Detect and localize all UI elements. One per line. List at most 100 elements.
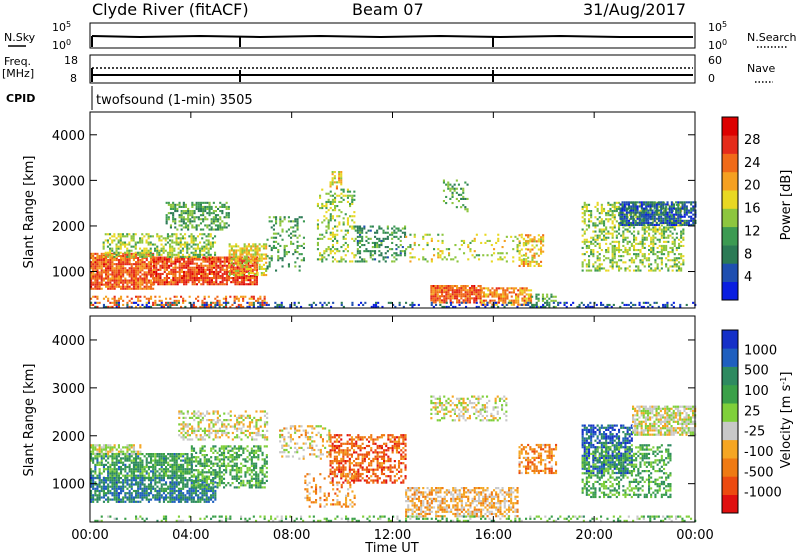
echo-cell	[643, 255, 646, 258]
echo-cell	[598, 220, 601, 223]
echo-cell	[202, 210, 205, 213]
echo-cell	[280, 305, 283, 308]
echo-cell	[132, 457, 135, 460]
echo-cell	[653, 219, 656, 222]
echo-cell	[199, 201, 202, 204]
echo-cell	[247, 243, 250, 246]
echo-cell	[109, 261, 112, 264]
echo-cell	[672, 215, 675, 218]
echo-cell	[323, 205, 326, 208]
echo-cell	[219, 216, 222, 219]
echo-cell	[397, 246, 400, 249]
echo-cell	[178, 281, 181, 284]
echo-cell	[100, 275, 103, 278]
echo-cell	[120, 281, 123, 284]
echo-cell	[331, 235, 334, 238]
echo-cell	[265, 245, 268, 248]
echo-cell	[557, 303, 560, 306]
echo-cell	[279, 234, 282, 237]
echo-cell	[667, 255, 670, 258]
echo-cell	[180, 268, 183, 271]
echo-cell	[277, 257, 280, 260]
echo-cell	[137, 303, 140, 306]
echo-cell	[618, 212, 621, 215]
echo-cell	[195, 262, 198, 265]
echo-cell	[611, 232, 614, 235]
echo-cell	[212, 210, 215, 213]
echo-cell	[250, 297, 253, 300]
echo-cell	[657, 217, 660, 220]
echo-cell	[462, 295, 465, 298]
echo-cell	[234, 266, 237, 269]
echo-cell	[202, 220, 205, 223]
echo-cell	[413, 256, 416, 259]
echo-cell	[102, 261, 105, 264]
echo-cell	[395, 227, 398, 230]
echo-cell	[559, 301, 562, 304]
echo-cell	[451, 289, 454, 292]
echo-cell	[141, 287, 144, 290]
echo-cell	[107, 271, 110, 274]
echo-cell	[115, 245, 118, 248]
echo-cell	[453, 189, 456, 192]
echo-cell	[621, 213, 624, 216]
echo-cell	[667, 226, 670, 229]
echo-cell	[673, 244, 676, 247]
echo-cell	[466, 210, 469, 213]
echo-cell	[670, 215, 673, 218]
echo-cell	[185, 279, 188, 282]
echo-cell	[181, 243, 184, 246]
echo-cell	[252, 272, 255, 275]
echo-cell	[641, 226, 644, 229]
echo-cell	[391, 260, 394, 263]
echo-cell	[265, 255, 268, 258]
echo-cell	[119, 233, 122, 236]
echo-cell	[241, 251, 244, 254]
echo-cell	[180, 224, 183, 227]
echo-cell	[430, 295, 433, 298]
echo-cell	[126, 303, 129, 306]
echo-cell	[159, 256, 162, 259]
echo-cell	[649, 205, 652, 208]
echo-cell	[401, 246, 404, 249]
echo-cell	[104, 253, 107, 256]
echo-cell	[619, 213, 622, 216]
echo-cell	[665, 265, 668, 268]
echo-cell	[395, 244, 398, 247]
echo-cell	[100, 263, 103, 266]
echo-cell	[692, 207, 695, 210]
echo-cell	[171, 465, 174, 469]
echo-cell	[160, 457, 163, 460]
echo-cell	[260, 255, 263, 258]
echo-cell	[632, 209, 635, 212]
echo-cell	[227, 205, 230, 208]
echo-cell	[336, 215, 339, 218]
echo-cell	[195, 272, 198, 275]
echo-cell	[130, 249, 133, 252]
echo-cell	[94, 468, 97, 471]
echo-cell	[356, 231, 359, 234]
echo-cell	[275, 222, 278, 225]
echo-cell	[173, 249, 176, 252]
echo-cell	[497, 301, 500, 304]
echo-cell	[243, 283, 246, 286]
echo-cell	[409, 233, 412, 236]
echo-cell	[608, 303, 611, 306]
echo-cell	[117, 254, 120, 257]
echo-cell	[296, 224, 299, 227]
echo-cell	[253, 283, 256, 286]
echo-cell	[485, 287, 488, 290]
echo-cell	[426, 260, 429, 263]
echo-cell	[518, 241, 521, 244]
echo-cell	[199, 255, 202, 258]
echo-cell	[662, 221, 665, 224]
echo-cell	[94, 305, 97, 308]
echo-cell	[581, 261, 584, 264]
echo-cell	[540, 305, 543, 308]
echo-cell	[182, 222, 185, 225]
echo-cell	[655, 223, 658, 226]
echo-cell	[187, 262, 190, 265]
echo-cell	[492, 305, 495, 308]
echo-cell	[247, 264, 250, 267]
echo-cell	[111, 239, 114, 242]
